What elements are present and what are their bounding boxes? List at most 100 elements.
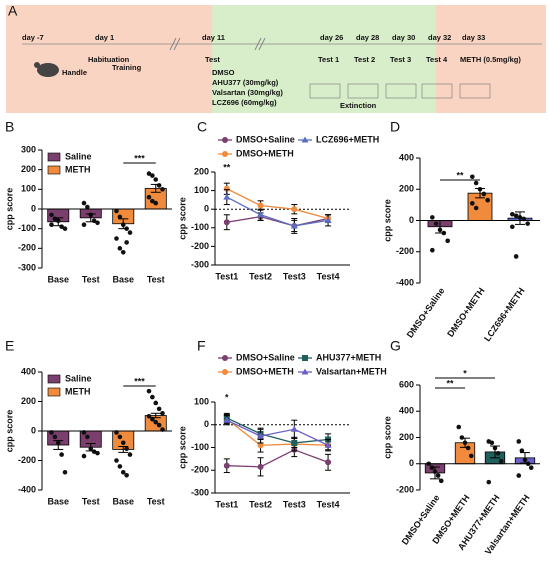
y-axis-label: cpp score [177,197,187,240]
treatment: DMSO [212,68,235,77]
legend-marker [301,368,309,375]
data-point [95,450,100,456]
panel-label: G [390,338,401,354]
x-tick-label: Test2 [249,499,272,509]
series-line [226,188,329,220]
legend-swatch [47,387,61,397]
y-tick-label: -300 [191,259,209,269]
data-point [456,424,462,430]
y-tick-label: 0 [409,458,414,468]
data-point [59,452,64,457]
data-point [430,215,435,220]
y-tick-label: 200 [399,432,414,442]
annotation: * [225,392,229,402]
y-tick-label: 100 [194,396,209,406]
timeline: A day -7 day 1 day 11 day 26 day 28 day … [6,3,546,113]
phase-label: Habituation [88,55,130,64]
data-point [124,446,129,452]
phase-bg [212,5,436,113]
data-point [516,473,522,478]
data-point [459,435,465,440]
data-point [124,240,129,245]
data-point [324,216,332,223]
data-point [468,453,474,459]
data-point [62,226,68,231]
legend-label: AHU377+METH [316,352,381,362]
data-point [223,416,231,423]
axis-break [169,37,266,51]
panel-label: E [5,338,14,354]
day-label: day 11 [202,33,225,42]
data-point [153,177,159,182]
x-tick-label: DMSO+METH [445,286,486,339]
data-point [223,219,230,226]
data-point [473,180,479,186]
y-tick-label: -200 [396,246,414,256]
treatment: AHU377 (30mg/kg) [212,78,279,87]
test-label: Test 1 [318,55,339,64]
data-point [257,432,265,439]
phase-label: Handle [62,68,87,77]
data-point [516,439,522,444]
y-tick-label: 300 [21,144,36,154]
data-point [435,473,441,478]
phase-bg [436,5,546,113]
y-tick-label: -400 [396,277,414,287]
data-point [114,208,119,214]
y-tick-label: 600 [399,379,414,389]
x-tick-label: Test4 [317,499,340,509]
x-tick-label: Test3 [283,499,306,509]
annotation: * [463,368,467,378]
data-point [528,465,534,470]
data-point [510,224,515,230]
test-label: Test 3 [390,55,411,64]
legend-label: DMSO+METH [236,148,294,158]
data-point [513,213,519,219]
treatment: LCZ696 (60mg/kg) [212,98,277,107]
data-point [486,479,492,485]
data-point [223,185,230,192]
data-point [49,222,54,228]
data-point [498,458,504,464]
x-tick-label: Base [47,274,69,284]
data-point [510,211,515,217]
y-axis-label: cpp score [177,426,187,469]
data-point [52,434,58,440]
panel-label: B [5,119,14,135]
data-point [150,173,155,178]
legend-marker [222,137,228,143]
data-point [465,445,471,451]
series-line [226,196,329,227]
data-point [146,413,152,419]
data-point [433,221,439,226]
x-tick-label: Test3 [283,271,306,281]
data-point [445,238,450,244]
y-tick-label: 200 [194,166,209,176]
y-axis-label: cpp score [4,410,14,453]
y-tick-label: 0 [409,215,414,225]
data-point [120,440,126,446]
legend-swatch [47,165,61,175]
day-label: day -7 [22,33,44,42]
extinction-label: Extinction [340,101,377,110]
mouse-icon [37,63,59,77]
y-tick-label: -200 [191,465,209,475]
data-point [117,434,123,440]
y-tick-label: -400 [18,484,36,494]
y-tick-label: 200 [21,164,36,174]
data-point [470,174,475,180]
legend-marker [222,355,228,361]
x-tick-label: Test [82,274,100,284]
data-point [117,214,123,220]
y-tick-label: -200 [18,243,36,253]
x-tick-label: Test2 [249,271,272,281]
y-axis-label: cpp score [4,188,14,231]
mouse-icon [34,62,40,68]
day-label: day 28 [356,33,379,42]
legend-label: METH [65,386,91,396]
legend-marker [222,369,228,375]
annotation: ** [223,162,231,172]
x-tick-label: Base [47,496,69,506]
data-point [114,458,119,463]
